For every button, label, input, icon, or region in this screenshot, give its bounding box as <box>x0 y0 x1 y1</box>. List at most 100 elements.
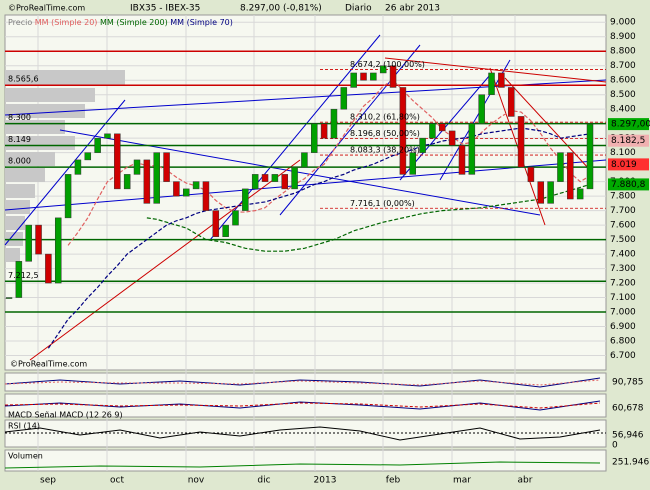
fib-label: 8.674,2 (100,00%) <box>350 60 425 69</box>
y-tick-label: 7.500 <box>610 235 636 245</box>
legend-entry: MM (Simple 20) <box>35 18 98 27</box>
panel-value: 90,785 <box>612 378 644 388</box>
candle <box>320 123 328 139</box>
candle <box>547 181 554 204</box>
candle <box>242 188 249 211</box>
candle <box>527 166 535 182</box>
y-tick-label: 6.900 <box>610 322 636 332</box>
candle <box>153 152 160 204</box>
volume-profile <box>5 70 125 262</box>
y-tick-label: 7.000 <box>610 308 636 318</box>
candle <box>163 152 170 182</box>
y-tick-label: 7.800 <box>610 192 636 202</box>
candle <box>192 181 200 190</box>
candle <box>429 123 436 139</box>
x-tick-label: nov <box>188 476 205 486</box>
fib-label: 8.083,3 (38,20%) <box>350 146 420 155</box>
y-tick-label: 7.200 <box>610 279 636 289</box>
header-title: IBX35 - IBEX-35 <box>130 4 200 14</box>
candle <box>202 181 210 211</box>
candle <box>261 174 269 182</box>
candle <box>567 152 574 200</box>
candle <box>35 224 42 255</box>
indicator-line <box>4 377 601 388</box>
legend-entry: MM (Simple 200) <box>100 18 168 27</box>
y-tick-label: 7.400 <box>610 250 636 260</box>
rsi-line <box>4 426 601 441</box>
panel-label: Volumen <box>8 452 43 461</box>
legend-entry: MM (Simple 70) <box>170 18 233 27</box>
ma-line <box>47 127 591 349</box>
candle <box>419 137 426 153</box>
candle <box>340 87 348 110</box>
header-period: Diario <box>345 4 372 14</box>
x-tick-label: sep <box>40 476 56 486</box>
legend: Precio MM (Simple 20) MM (Simple 200) MM… <box>8 18 233 27</box>
x-tick-label: mar <box>453 476 471 486</box>
candle <box>576 188 584 200</box>
candle <box>94 137 101 153</box>
level-label: 8.149 <box>8 135 31 144</box>
candle <box>114 133 121 190</box>
x-tick-label: feb <box>386 476 401 486</box>
candle <box>517 116 525 168</box>
header-date: 26 abr 2013 <box>385 4 440 14</box>
y-tick-label: 8.500 <box>610 90 636 100</box>
price-badge <box>608 118 649 131</box>
candle <box>45 253 52 284</box>
fib-label: 8.310,2 (61,80%) <box>350 113 420 122</box>
marks <box>5 50 606 349</box>
candle <box>133 159 141 175</box>
candle <box>104 133 111 139</box>
candle <box>557 152 564 182</box>
candle <box>301 152 308 168</box>
y-tick-label: 7.100 <box>610 293 636 303</box>
candle <box>439 123 446 132</box>
level-label: 7.212,5 <box>8 271 39 280</box>
candle <box>291 166 298 190</box>
y-tick-label: 7.600 <box>610 221 636 231</box>
candle <box>222 224 229 237</box>
legend-entry: Precio <box>8 18 32 27</box>
level-label: 8.300 <box>8 113 31 122</box>
y-tick-label: 6.700 <box>610 351 636 361</box>
candle <box>232 210 239 226</box>
y-tick-label: 9.000 <box>610 18 636 28</box>
y-tick-label: 8.400 <box>610 105 636 115</box>
candle <box>183 188 190 197</box>
y-tick-label: 6.800 <box>610 337 636 347</box>
candle <box>173 181 180 197</box>
candle <box>15 261 23 298</box>
level-label: 8.565,6 <box>8 75 39 84</box>
panel-area <box>4 372 607 392</box>
candle <box>123 174 131 190</box>
x-tick-label: dic <box>257 476 270 486</box>
candle <box>478 94 485 124</box>
x-tick-label: abr <box>518 476 533 486</box>
plot-area <box>4 14 607 371</box>
price-badge <box>608 178 649 191</box>
x-tick-label: 2013 <box>314 476 337 486</box>
price-badge-label: 8.297,00 <box>611 120 650 130</box>
candle <box>409 152 416 175</box>
candle <box>311 123 318 153</box>
fib-label: 7.716,1 (0,00%) <box>350 199 415 208</box>
candle <box>389 65 397 88</box>
candle <box>537 181 545 204</box>
candle <box>360 72 367 81</box>
candle <box>143 159 151 204</box>
candle <box>379 65 387 74</box>
watermark: ©ProRealTime.com <box>8 4 85 13</box>
y-tick-label: 7.300 <box>610 264 636 274</box>
panel-value: 0 <box>612 441 618 451</box>
y-tick-label: 8.700 <box>610 61 636 71</box>
header-price: 8.297,00 (-0,81%) <box>240 4 322 14</box>
candle <box>5 297 13 299</box>
price-badge <box>608 134 649 147</box>
panel-value: 60,678 <box>612 404 644 414</box>
candle <box>350 72 357 88</box>
candle <box>468 123 476 175</box>
candle <box>84 152 92 161</box>
candle <box>330 108 338 139</box>
candle <box>507 87 515 117</box>
